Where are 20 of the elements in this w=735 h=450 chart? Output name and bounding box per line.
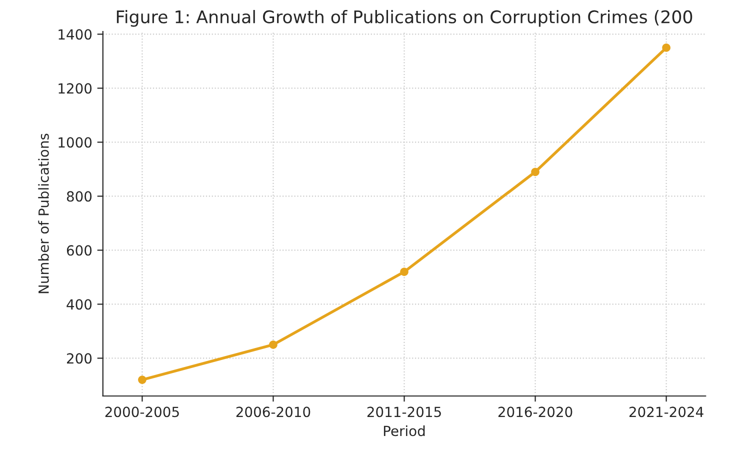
x-tick-label: 2021-2024 xyxy=(629,406,704,418)
point xyxy=(531,168,540,176)
point xyxy=(138,376,146,384)
chart-title: Figure 1: Annual Growth of Publications on Corruption Crimes (200 xyxy=(116,10,692,27)
y-tick-label: 400 xyxy=(66,299,92,310)
y-tick-label: 600 xyxy=(66,245,92,256)
y-tick-label: 1200 xyxy=(58,83,92,94)
x-tick-label: 2000-2005 xyxy=(105,406,179,418)
y-axis-title: Number of Publications xyxy=(38,134,49,294)
point xyxy=(400,268,408,276)
x-axis-title: Period xyxy=(384,425,425,436)
x-tick-label: 2016-2020 xyxy=(498,406,572,418)
y-tick-label: 1400 xyxy=(58,29,92,40)
y-tick-label: 800 xyxy=(66,191,92,202)
x-tick-label: 2006-2010 xyxy=(236,406,310,418)
y-tick-label: 200 xyxy=(66,353,92,364)
point xyxy=(269,340,278,349)
x-tick-label: 2011-2015 xyxy=(367,406,441,418)
y-tick-label: 1000 xyxy=(58,137,92,148)
point xyxy=(662,44,670,52)
